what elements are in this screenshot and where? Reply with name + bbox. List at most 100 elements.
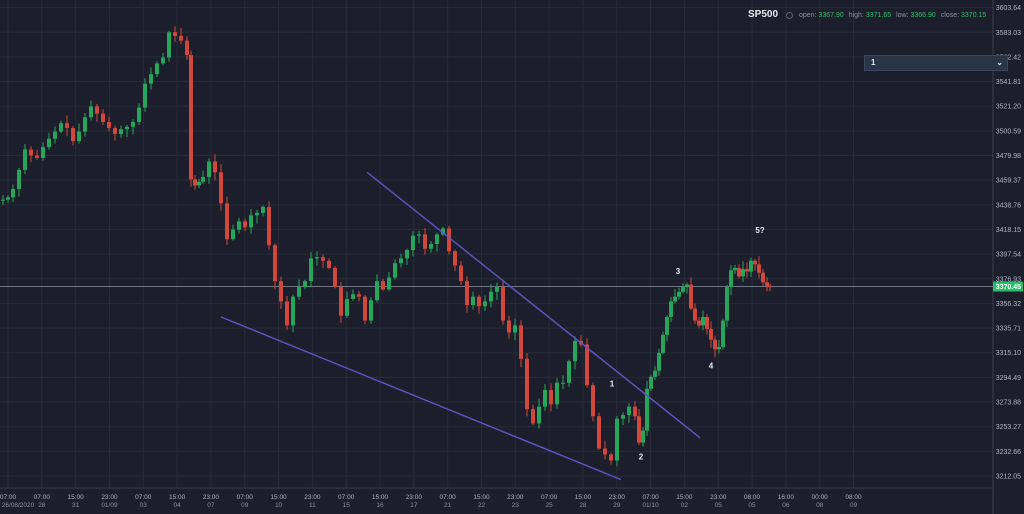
candle-body [615,418,619,461]
x-tick-date: 09 [241,502,249,509]
x-tick-date: 05 [748,502,756,509]
candle-body [207,161,211,178]
x-tick-time: 15:00 [372,494,389,501]
candle-body [113,127,117,134]
x-tick-date: 29 [613,502,621,509]
x-tick-time: 07:00 [34,494,51,501]
x-tick-date: 25 [546,502,554,509]
candle-body [441,228,445,235]
visibility-toggle-icon[interactable] [785,11,793,19]
candle-body [725,287,729,321]
candle-body [435,234,439,245]
candle-body [303,281,307,288]
candle-body [53,131,57,139]
trendline [220,316,622,481]
candle-body [321,257,325,261]
ohlc-legend: SP500 open: 3367.90 high: 3371.65 low: 3… [748,9,989,20]
candle-body [713,339,717,350]
price-axis[interactable]: 3603.64 3583.03 3562.42 3541.81 3521.20 3500.… [993,5,1023,481]
x-tick-time: 07:00 [440,494,457,501]
close-label: close: [940,12,960,19]
open-value: 3367.90 [818,12,844,19]
x-tick-time: 23:00 [406,494,423,501]
x-tick-date: 10 [275,502,283,509]
y-tick-label: 3479.98 [996,153,1021,160]
candle-body [267,206,271,246]
y-tick-label: 3397.54 [996,252,1021,259]
candle-body [495,287,499,292]
candle-body [143,83,147,108]
candle-body [357,294,361,297]
x-tick-time: 15:00 [169,494,186,501]
y-tick-label: 3253.27 [996,424,1021,431]
x-tick-date: 16 [376,502,384,509]
candle-body [729,270,733,288]
wave-label: 2 [639,452,644,461]
y-tick-label: 3583.03 [996,30,1021,37]
interval-select[interactable]: 1 ⌄ [864,55,1008,71]
x-tick-time: 00:00 [812,494,829,501]
x-tick-date: 01/09 [101,502,118,509]
candle-body [685,284,689,288]
x-tick-time: 23:00 [609,494,626,501]
candle-body [197,181,201,186]
candle-body [701,316,705,326]
x-tick-date: 09 [850,502,858,509]
candle-body [41,147,45,158]
x-tick-date: 23 [512,502,520,509]
candle-body [489,291,493,302]
interval-select-value: 1 [871,58,876,67]
time-axis[interactable]: 07:0026/08/202007:002815:003123:0001/090… [0,494,862,509]
candle-body [653,370,657,377]
candle-body [525,358,529,410]
wave-label: 5? [755,226,764,235]
wave-label: 4 [709,361,714,370]
open-label: open: [798,12,817,19]
trendline [366,171,701,439]
candle-body [429,244,433,249]
x-tick-date: 11 [309,502,316,509]
candle-body [689,284,693,309]
chart-grid [0,0,994,514]
candle-body [387,277,391,290]
y-tick-label: 3562.42 [996,54,1021,61]
trendlines [220,171,701,481]
x-tick-date: 07 [207,502,215,509]
candle-body [423,234,427,249]
y-tick-label: 3418.15 [996,227,1021,234]
candle-body [561,382,565,384]
candle-body [339,287,343,316]
candle-body [279,281,283,302]
candle-body [768,285,772,288]
candle-body [11,188,15,198]
high-label: high: [848,12,864,19]
close-value: 3370.15 [961,12,987,19]
candle-body [399,258,403,264]
candle-body [745,269,749,272]
candle-body [669,301,673,317]
x-tick-time: 16:00 [778,494,795,501]
x-tick-date: 15 [343,502,351,509]
candle-body [237,221,241,230]
candle-body [327,260,331,268]
candle-body [721,320,725,347]
current-price-tag [993,281,1023,292]
candle-body [693,308,697,321]
x-tick-time: 07:00 [541,494,558,501]
candle-body [125,126,129,130]
candle-body [193,179,197,186]
candle-body [543,389,547,407]
candle-body [345,299,349,316]
candle-body [393,263,397,278]
candle-body [29,149,33,156]
candle-body [459,265,463,282]
high-value: 3371.65 [865,12,892,19]
candles [1,26,772,467]
x-tick-date: 26/08/2020 [2,502,35,509]
x-tick-date: 05 [715,502,723,509]
candle-body [363,296,367,321]
candle-body [243,221,247,228]
candle-body [741,269,745,277]
candle-body [255,212,259,216]
